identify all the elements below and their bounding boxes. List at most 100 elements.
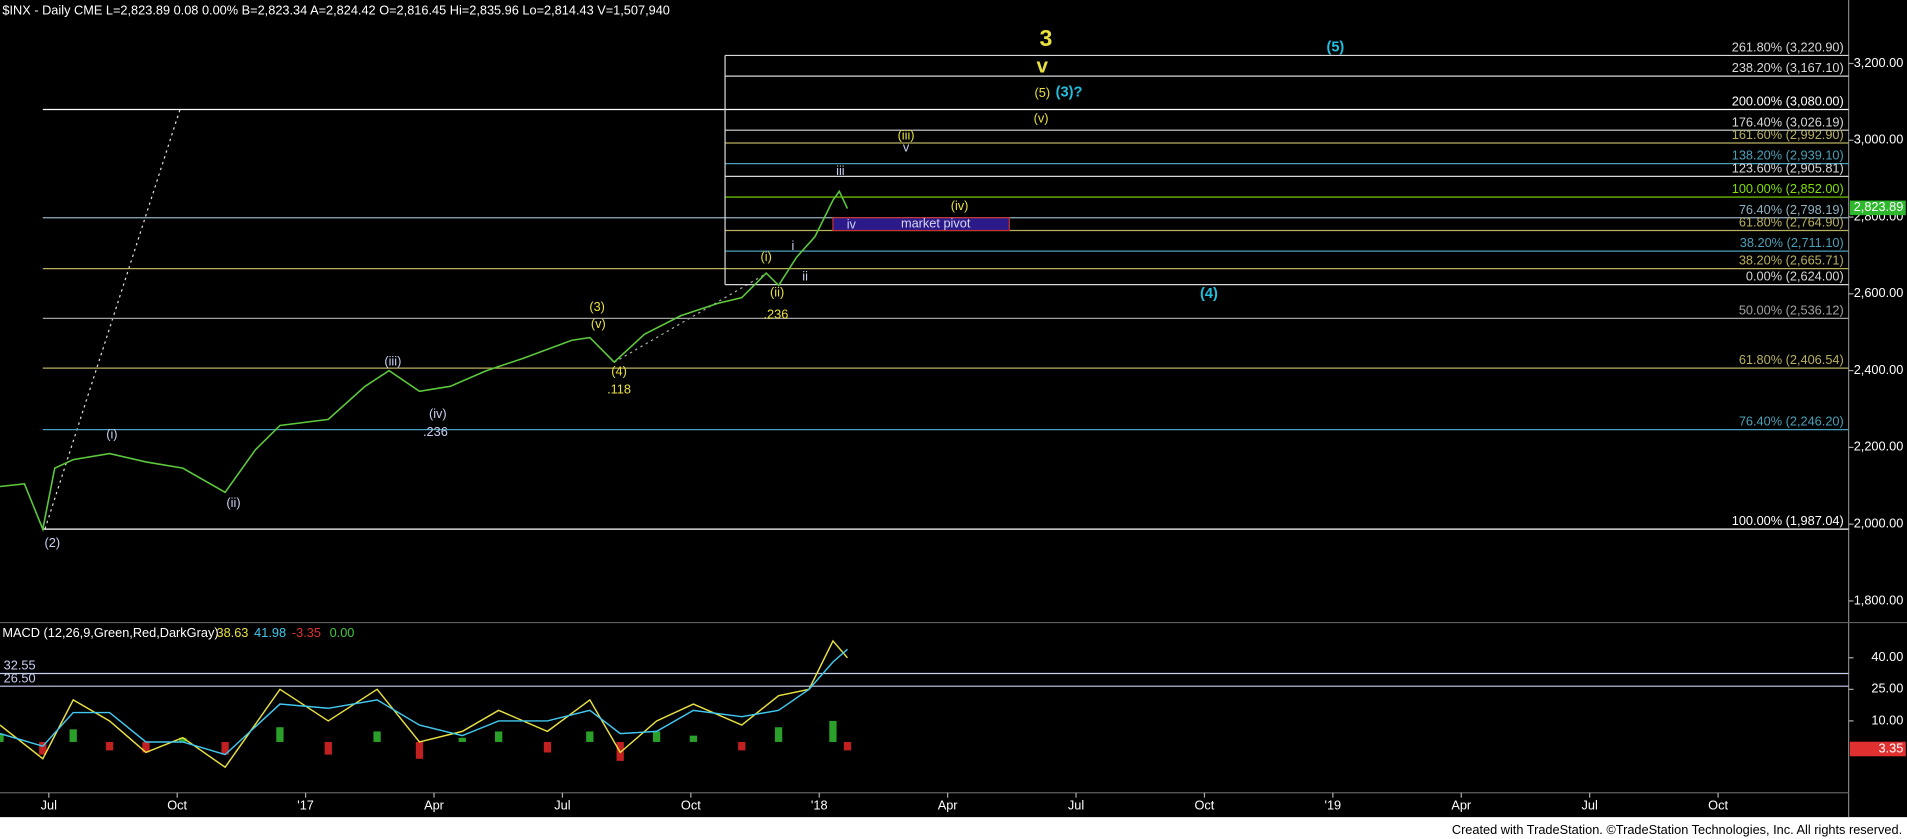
fib-label: 200.00% (3,080.00) (1732, 94, 1844, 109)
macd-hist-bar (586, 731, 594, 742)
wave-label: (4) (611, 363, 627, 378)
macd-last-label: 3.35 (1879, 740, 1904, 755)
macd-title: MACD (12,26,9,Green,Red,DarkGray) (2, 625, 218, 640)
macd-hist-bar (142, 741, 150, 753)
x-tick-label: Jul (554, 798, 570, 813)
macd-level-label: 32.55 (4, 658, 36, 673)
y-tick-label: 2,600.00 (1854, 285, 1904, 300)
wave-label: (iv) (951, 198, 969, 213)
fib-label: 50.00% (2,536.12) (1739, 302, 1844, 317)
wave-label: v (1037, 54, 1049, 77)
macd-level-label: 26.50 (4, 670, 36, 685)
fib-label: 61.80% (2,406.54) (1739, 352, 1844, 367)
wave-label: (v) (1034, 111, 1049, 126)
macd-hist-bar (324, 741, 332, 755)
wave-label: 3 (1040, 25, 1053, 51)
fib-label: 176.40% (3,026.19) (1732, 114, 1844, 129)
chart-title: $INX - Daily CME L=2,823.89 0.08 0.00% B… (2, 2, 669, 17)
fib-label: 0.00% (2,624.00) (1746, 269, 1844, 284)
footer-bar (0, 817, 1907, 839)
y-tick-label: 2,200.00 (1854, 439, 1904, 454)
pivot-label: market pivot (901, 215, 971, 230)
trend-line (613, 273, 767, 363)
x-tick-label: Oct (681, 798, 701, 813)
macd-hist-bar (652, 731, 661, 742)
wave-label: iii (836, 163, 845, 178)
macd-reading: 38.63 (216, 625, 248, 640)
x-tick-label: Oct (167, 798, 187, 813)
wave-label: (3)? (1056, 84, 1083, 100)
wave-label: .236 (764, 306, 789, 321)
x-tick-label: Jul (1068, 798, 1084, 813)
x-tick-label: Oct (1195, 798, 1215, 813)
x-tick-label: Jul (1582, 798, 1598, 813)
fib-label: 261.80% (3,220.90) (1732, 40, 1844, 55)
macd-hist-bar (738, 741, 746, 751)
macd-hist-bar (543, 741, 552, 753)
fib-label: 100.00% (2,852.00) (1732, 181, 1844, 196)
fib-label: 123.60% (2,905.81) (1732, 160, 1844, 175)
wave-label: (2) (44, 535, 60, 550)
macd-hist-bar (105, 741, 114, 751)
y-tick-label: 3,200.00 (1854, 55, 1904, 70)
macd-hist-bar (458, 737, 466, 742)
wave-label: iv (847, 216, 857, 231)
price-line (0, 189, 849, 532)
macd-hist-bar (179, 737, 187, 742)
macd-hist-bar (494, 731, 503, 742)
macd-hist-bar (373, 731, 381, 742)
wave-label: v (903, 140, 910, 155)
macd-hist-bar (774, 727, 783, 742)
macd-hist-bar (276, 727, 284, 742)
x-tick-label: '18 (811, 798, 828, 813)
y-tick-label: 3,000.00 (1854, 132, 1904, 147)
wave-label: (ii) (770, 284, 784, 299)
fib-label: 61.80% (2,764.90) (1739, 215, 1844, 230)
y-tick-label: 2,400.00 (1854, 362, 1904, 377)
macd-hist-bar (843, 741, 852, 751)
macd-reading: -3.35 (292, 625, 321, 640)
macd-line (0, 648, 848, 756)
wave-label: (iii) (898, 128, 915, 143)
wave-label: .236 (423, 424, 448, 439)
x-tick-label: Apr (938, 798, 959, 813)
macd-reading: 41.98 (254, 625, 286, 640)
macd-y-tick-label: 10.00 (1871, 712, 1903, 727)
x-tick-label: Apr (424, 798, 445, 813)
pivot-zone (832, 217, 1010, 232)
macd-y-tick-label: 25.00 (1871, 681, 1903, 696)
fib-label: 38.20% (2,665.71) (1739, 253, 1844, 268)
macd-y-tick-label: 40.00 (1871, 649, 1903, 664)
macd-hist-bar (69, 729, 77, 742)
macd-hist-bar (415, 741, 424, 759)
macd-hist-bar (829, 720, 837, 742)
wave-label: ii (802, 269, 808, 284)
wave-label: i (792, 238, 795, 253)
wave-label: (iii) (384, 354, 401, 369)
x-tick-label: '19 (1325, 798, 1342, 813)
x-tick-label: Apr (1451, 798, 1472, 813)
fib-label: 138.20% (2,939.10) (1732, 148, 1844, 163)
y-tick-label: 1,800.00 (1854, 592, 1904, 607)
macd-hist-bar (39, 741, 47, 755)
fib-label: 161.60% (2,992.90) (1732, 127, 1844, 142)
wave-label: (3) (589, 299, 605, 314)
wave-label: (ii) (226, 495, 240, 510)
macd-last-tag (1849, 741, 1906, 757)
fib-label: 38.20% (2,711.10) (1740, 235, 1844, 250)
last-price-label: 2,823.89 (1854, 199, 1904, 214)
wave-label: (5) (1326, 39, 1344, 55)
fib-label: 76.40% (2,798.19) (1739, 202, 1844, 217)
wave-label: (iv) (429, 406, 447, 421)
y-tick-label: 2,000.00 (1854, 516, 1904, 531)
fib-label: 76.40% (2,246.20) (1739, 414, 1844, 429)
extension-line (44, 109, 181, 530)
x-tick-label: Oct (1708, 798, 1728, 813)
x-tick-label: '17 (297, 798, 314, 813)
macd-hist-bar (221, 741, 229, 755)
wave-label: (v) (591, 316, 606, 331)
macd-hist-bar (689, 735, 698, 742)
